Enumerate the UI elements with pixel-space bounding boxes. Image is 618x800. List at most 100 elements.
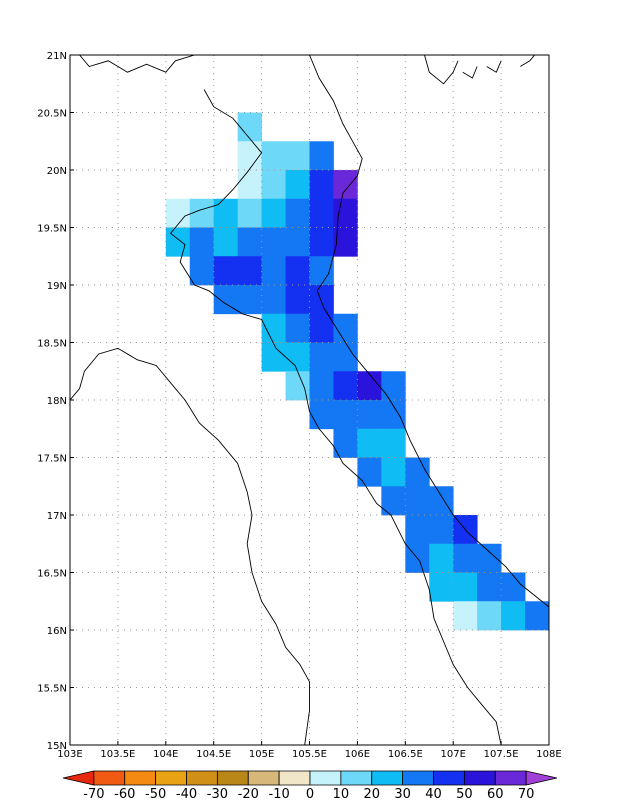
- heatmap-cell: [189, 256, 215, 286]
- colorbar-label: 10: [333, 787, 350, 800]
- heatmap-cell: [357, 428, 382, 458]
- x-tick-label: 106E: [345, 749, 370, 760]
- colorbar-segment: [494, 770, 527, 786]
- x-tick-label: 105E: [249, 749, 274, 760]
- colorbar-segment: [371, 770, 404, 786]
- axis-ticks: 103E 103.5E 104E 104.5E 105E 105.5E 106E 106.5E…: [37, 51, 561, 760]
- heatmap-cell: [453, 572, 478, 602]
- heatmap-cell: [213, 198, 239, 228]
- heatmap-cell: [453, 601, 478, 631]
- heatmap-cell: [357, 457, 382, 487]
- heatmap-cell: [405, 457, 430, 487]
- x-tick-label: 103E: [57, 749, 82, 760]
- heatmap-cell: [309, 256, 334, 286]
- x-tick-label: 108E: [536, 749, 561, 760]
- heatmap-cell: [429, 572, 454, 602]
- y-tick-label: 21N: [47, 51, 67, 62]
- y-tick-label: 16.5N: [37, 569, 67, 580]
- colorbar-label: -40: [176, 787, 197, 800]
- heatmap-cell: [477, 543, 502, 573]
- heatmap-cell: [165, 198, 191, 228]
- heatmap-cell: [309, 342, 334, 372]
- heatmap-cell: [285, 313, 310, 343]
- heatmap-cells: [165, 112, 549, 631]
- heatmap-cell: [237, 198, 262, 228]
- heatmap-cell: [333, 371, 358, 401]
- colorbar-label: -10: [269, 787, 290, 800]
- heatmap-cell: [213, 285, 239, 315]
- heatmap-cell: [285, 198, 310, 228]
- heatmap-cell: [309, 170, 334, 200]
- heatmap-cell: [357, 400, 382, 430]
- heatmap-cell: [501, 572, 526, 602]
- heatmap-cell: [237, 256, 262, 286]
- coastline-path: [309, 55, 549, 608]
- heatmap-cell: [261, 198, 286, 228]
- colorbar-label: 60: [487, 787, 504, 800]
- y-tick-label: 17.5N: [37, 454, 67, 465]
- heatmap-cell: [333, 313, 358, 343]
- colorbar-segment: [309, 770, 342, 786]
- colorbar-label: 0: [306, 787, 314, 800]
- x-tick-label: 104.5E: [196, 749, 231, 760]
- heatmap-cell: [237, 141, 262, 171]
- heatmap-cell: [333, 428, 358, 458]
- heatmap-cell: [261, 342, 286, 372]
- colorbar-label: 70: [518, 787, 535, 800]
- heatmap-cell: [477, 572, 502, 602]
- coastline-path: [520, 55, 535, 67]
- heatmap-cell: [333, 342, 358, 372]
- heatmap-cell: [525, 601, 549, 631]
- colorbar-segment: [402, 770, 434, 786]
- colorbar-segment: [216, 770, 249, 786]
- heatmap-cell: [477, 601, 502, 631]
- heatmap-cell: [405, 486, 430, 516]
- heatmap-cell: [309, 141, 334, 171]
- x-tick-label: 106.5E: [388, 749, 423, 760]
- heatmap-cell: [381, 428, 406, 458]
- y-tick-label: 20N: [47, 166, 67, 177]
- heatmap-cell: [285, 285, 310, 315]
- colorbar-segment: [62, 770, 95, 786]
- heatmap-cell: [237, 285, 262, 315]
- heatmap-cell: [213, 227, 239, 257]
- colorbar-segment: [463, 770, 496, 786]
- coastline-path: [70, 347, 310, 745]
- heatmap-cell: [261, 141, 286, 171]
- heatmap-cell: [381, 486, 406, 516]
- coastline-path: [79, 55, 195, 73]
- y-tick-label: 18N: [47, 396, 67, 407]
- colorbar-label: -50: [145, 787, 166, 800]
- colorbar-segment: [340, 770, 373, 786]
- colorbar-segment: [124, 770, 157, 786]
- y-tick-label: 17N: [47, 511, 67, 522]
- heatmap-cell: [261, 170, 286, 200]
- heatmap-cell: [213, 256, 239, 286]
- colorbar-segment: [278, 770, 311, 786]
- heatmap-cell: [501, 601, 526, 631]
- y-tick-label: 15N: [47, 741, 67, 752]
- heatmap-cell: [309, 285, 334, 315]
- heatmap-cell: [309, 371, 334, 401]
- coastline-path: [169, 89, 502, 745]
- heatmap-cell: [309, 227, 334, 257]
- heatmap-cell: [453, 543, 478, 573]
- heatmap-cell: [189, 198, 215, 228]
- y-tick-label: 18.5N: [37, 339, 67, 350]
- heatmap-cell: [381, 371, 406, 401]
- colorbar-label: -20: [238, 787, 259, 800]
- heatmap-cell: [333, 400, 358, 430]
- heatmap-cell: [261, 227, 286, 257]
- coastline-borders: [70, 55, 549, 745]
- x-tick-label: 107.5E: [484, 749, 519, 760]
- x-tick-label: 105.5E: [292, 749, 327, 760]
- heatmap-cell: [429, 515, 454, 545]
- heatmap-cell: [285, 170, 310, 200]
- heatmap-cell: [285, 342, 310, 372]
- colorbar-label: 40: [425, 787, 442, 800]
- heatmap-cell: [285, 141, 310, 171]
- x-tick-label: 107E: [440, 749, 465, 760]
- y-tick-label: 16N: [47, 626, 67, 637]
- y-tick-label: 15.5N: [37, 684, 67, 695]
